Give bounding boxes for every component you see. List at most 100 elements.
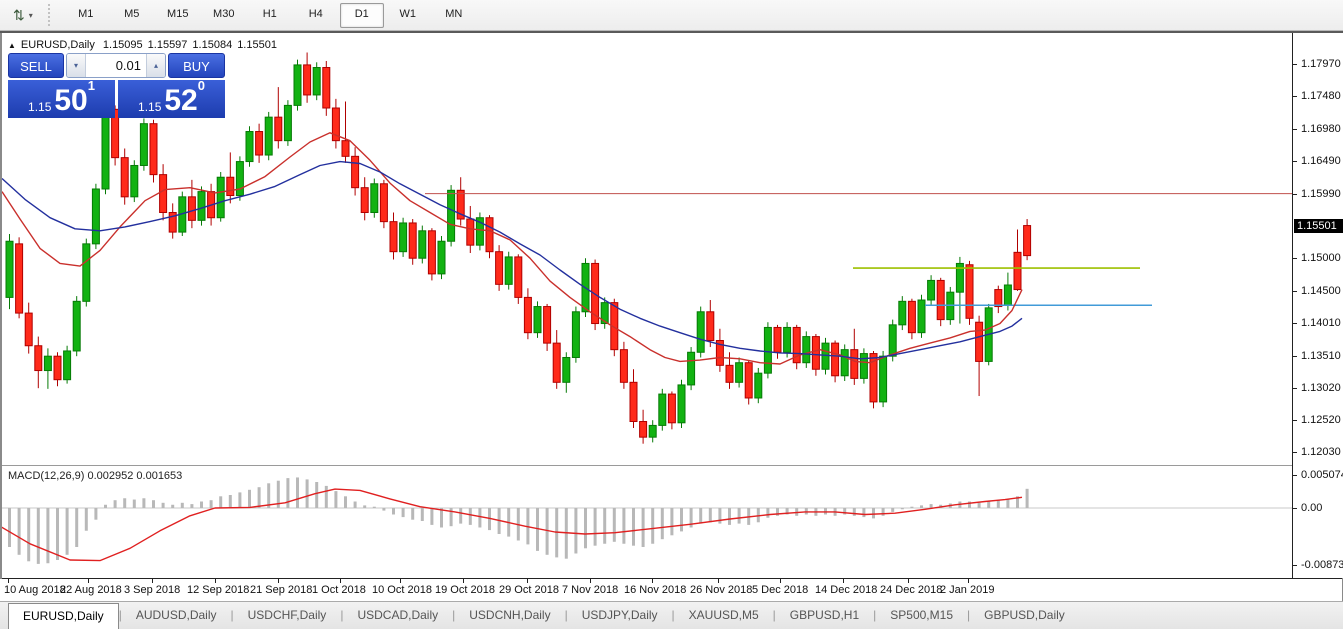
chart-tab-gbpusd-daily[interactable]: GBPUSD,Daily <box>984 608 1065 622</box>
quote-open: 1.15095 <box>102 39 143 51</box>
candle <box>571 306 580 363</box>
collapse-triangle-icon: ▲ <box>8 40 16 50</box>
volume-stepper: ▾ ▴ <box>66 53 166 78</box>
buy-quote-button[interactable]: 1.15 52 0 <box>118 79 225 118</box>
candle <box>216 172 225 222</box>
date-tick-label: 1 Oct 2018 <box>312 584 366 596</box>
sell-button[interactable]: SELL <box>8 53 64 78</box>
axis-tick-label: 1.14500 <box>1301 284 1341 297</box>
candle <box>629 369 638 429</box>
candle <box>715 328 724 372</box>
date-separator <box>0 578 1343 579</box>
chart-tab-bar: EURUSD,Daily | AUDUSD,Daily | USDCHF,Daily | U… <box>0 601 1343 629</box>
volume-decrease-button[interactable]: ▾ <box>67 54 86 77</box>
axis-tick-label: 1.17970 <box>1301 58 1341 71</box>
candle <box>859 348 868 384</box>
chart-tab-sp500-m15[interactable]: SP500,M15 <box>890 608 953 622</box>
volume-input[interactable] <box>86 54 146 77</box>
macd-indicator-label: MACD(12,26,9) 0.002952 0.001653 <box>8 470 183 482</box>
timeframe-button-w1[interactable]: W1 <box>399 7 417 20</box>
candle <box>744 360 753 405</box>
candle <box>783 322 792 358</box>
axis-tick-mark <box>1293 564 1297 566</box>
timeframe-button-m15[interactable]: M15 <box>167 7 189 20</box>
candle <box>111 105 120 166</box>
candle <box>523 288 532 340</box>
symbol-period-label: EURUSD,Daily <box>20 39 95 51</box>
chart-tab-usdcad-daily[interactable]: USDCAD,Daily <box>357 608 439 622</box>
timeframe-button-h4[interactable]: H4 <box>308 7 323 20</box>
candle <box>389 212 398 260</box>
candle <box>504 251 513 290</box>
candle <box>274 87 283 149</box>
date-tick-label: 2 Jan 2019 <box>940 584 995 596</box>
macd-signal-line <box>0 488 1023 562</box>
axis-tick-mark <box>1293 508 1297 509</box>
candle <box>1013 229 1022 291</box>
toolbar-separator <box>47 4 55 26</box>
date-tick-mark <box>152 579 153 583</box>
candle <box>447 185 456 247</box>
axis-tick-label: 0.005074 <box>1301 469 1343 482</box>
candle <box>639 409 648 444</box>
candle <box>43 348 52 389</box>
candle <box>898 296 907 331</box>
window-left-edge <box>0 33 2 601</box>
chart-tab-eurusd-daily[interactable]: EURUSD,Daily <box>8 603 119 629</box>
price-chart-surface[interactable] <box>0 33 1292 465</box>
candle <box>82 238 91 307</box>
timeframe-button-d1[interactable]: D1 <box>339 2 384 28</box>
chart-tab-usdcnh-daily[interactable]: USDCNH,Daily <box>469 608 551 622</box>
chart-background <box>0 33 1343 601</box>
chart-tab-audusd-daily[interactable]: AUDUSD,Daily <box>135 608 217 622</box>
candle <box>840 344 849 382</box>
candle <box>437 236 446 280</box>
tab-divider: | <box>671 608 675 622</box>
timeframe-button-m5[interactable]: M5 <box>124 7 140 20</box>
date-tick-label: 10 Aug 2018 <box>4 584 66 596</box>
ma-slow-line <box>1 160 1023 360</box>
date-tick-mark <box>843 579 844 583</box>
date-tick-label: 21 Sep 2018 <box>250 584 313 596</box>
candle <box>754 367 763 404</box>
candle <box>235 156 244 201</box>
candle <box>927 275 936 306</box>
macd-chart-surface[interactable] <box>0 466 1292 578</box>
axis-tick-mark <box>1293 290 1297 292</box>
axis-tick-mark <box>1293 322 1297 324</box>
chart-tab-usdjpy-daily[interactable]: USDJPY,Daily <box>581 608 658 622</box>
candle <box>850 328 859 385</box>
candle <box>917 294 926 338</box>
candle <box>379 179 388 229</box>
candle <box>495 245 504 291</box>
candle <box>120 148 129 205</box>
chart-tab-xauusd-m5[interactable]: XAUUSD,M5 <box>688 608 759 622</box>
axis-tick-mark <box>1293 193 1297 195</box>
timeframe-button-m1[interactable]: M1 <box>78 7 94 20</box>
timeframe-button-h1[interactable]: H1 <box>262 7 277 20</box>
chart-tab-usdchf-daily[interactable]: USDCHF,Daily <box>247 608 327 622</box>
buy-button[interactable]: BUY <box>168 53 225 78</box>
sell-quote-button[interactable]: 1.15 50 1 <box>8 79 115 118</box>
candle <box>226 152 235 204</box>
date-tick-label: 19 Oct 2018 <box>435 584 495 596</box>
axis-tick-mark <box>1293 420 1297 422</box>
candle <box>955 256 964 324</box>
one-click-trading-panel: SELL ▾ ▴ BUY 1.15 50 1 1.15 52 0 <box>8 53 225 118</box>
timeframe-button-mn[interactable]: MN <box>445 7 463 20</box>
axis-tick-mark <box>1293 96 1297 98</box>
candle <box>706 300 715 348</box>
quote-high: 1.15597 <box>147 39 188 51</box>
volume-increase-button[interactable]: ▴ <box>146 54 165 77</box>
chevron-down-icon: ▾ <box>28 10 33 20</box>
chart-mode-button[interactable]: ⇅ ▾ <box>8 5 38 25</box>
candle <box>399 217 408 257</box>
axis-tick-label: 1.16980 <box>1301 122 1341 135</box>
candle <box>965 260 974 325</box>
candle <box>130 160 139 203</box>
candle <box>293 59 302 111</box>
timeframe-button-m30[interactable]: M30 <box>213 7 235 20</box>
tab-divider: | <box>873 608 877 622</box>
candle <box>322 60 331 116</box>
chart-tab-gbpusd-h1[interactable]: GBPUSD,H1 <box>789 608 860 622</box>
